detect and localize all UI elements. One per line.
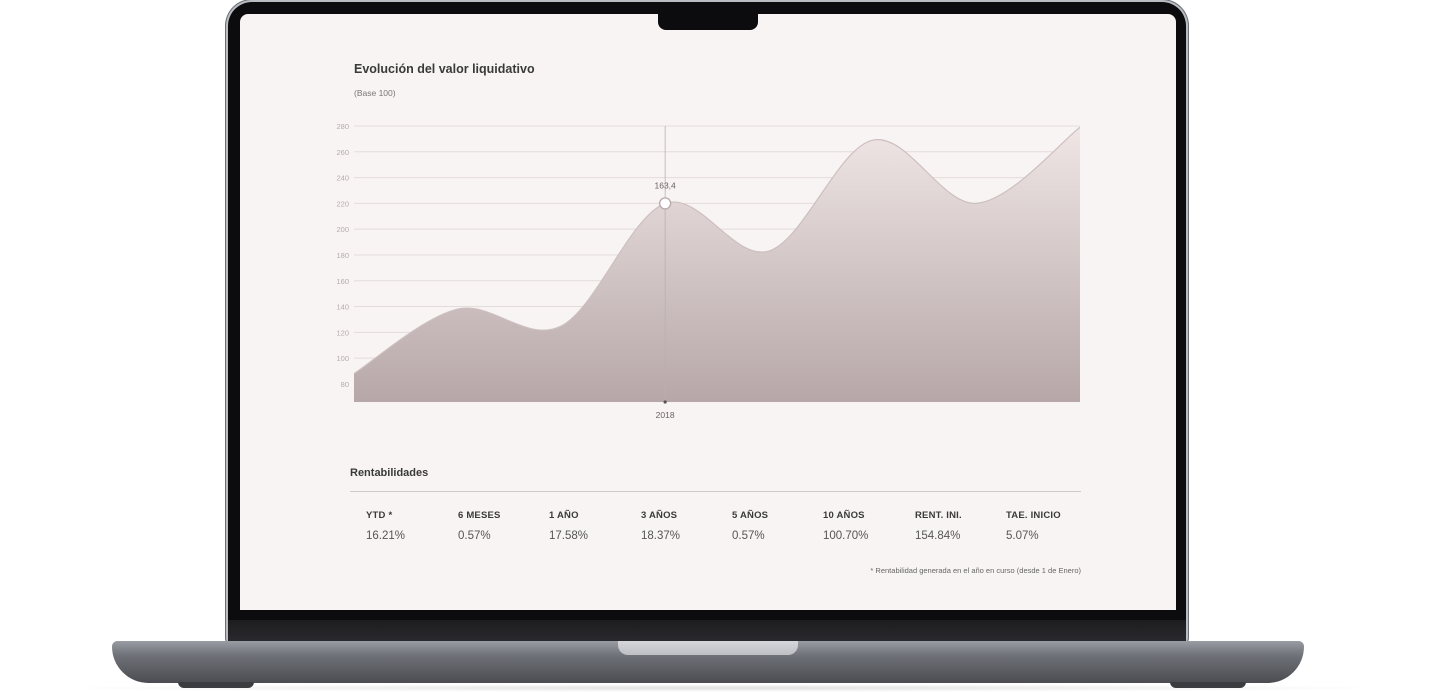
returns-label: YTD * (366, 510, 393, 521)
series-line (353, 126, 1081, 375)
returns-col-3y: 3 AÑOS 18.37% (641, 510, 731, 542)
laptop-foot-left (178, 682, 254, 688)
returns-col-tae-inicio: TAE. INICIO 5.07% (1006, 510, 1096, 542)
x-axis-marker (663, 400, 667, 404)
y-tick-label: 240 (336, 174, 349, 183)
y-tick-label: 220 (336, 199, 349, 208)
returns-label: 6 MESES (458, 510, 501, 521)
returns-label: 10 AÑOS (823, 510, 865, 521)
returns-label: TAE. INICIO (1006, 510, 1061, 521)
returns-label: 5 AÑOS (732, 510, 769, 521)
returns-title: Rentabilidades (350, 467, 429, 479)
chart-title: Evolución del valor liquidativo (354, 62, 535, 76)
chart-subtitle: (Base 100) (354, 88, 396, 98)
tooltip-value: 163,4 (655, 180, 677, 190)
laptop-hinge (228, 620, 1186, 642)
returns-value: 16.21% (366, 530, 406, 542)
y-tick-label: 260 (336, 148, 349, 157)
returns-label: RENT. INI. (915, 510, 962, 521)
returns-col-rent-ini: RENT. INI. 154.84% (915, 510, 1005, 542)
returns-col-10y: 10 AÑOS 100.70% (823, 510, 913, 542)
returns-col-1y: 1 AÑO 17.58% (549, 510, 639, 542)
returns-value: 17.58% (549, 530, 589, 542)
returns-table: YTD * 16.21% 6 MESES 0.57% 1 AÑO 17.58% … (366, 510, 1096, 550)
laptop-base-lip (618, 641, 798, 655)
x-tick-label: 2018 (656, 410, 675, 420)
y-axis-labels: 280 260 240 220 200 180 160 140 120 100 80 (336, 122, 349, 389)
returns-divider (350, 491, 1081, 492)
returns-col-5y: 5 AÑOS 0.57% (732, 510, 822, 542)
nav-evolution-chart[interactable]: 280 260 240 220 200 180 160 140 120 100 80 163,4 2… (320, 114, 1100, 444)
y-tick-label: 160 (336, 277, 349, 286)
laptop-shadow (40, 684, 1408, 692)
laptop-screen: Evolución del valor liquidativo (Base 10… (240, 14, 1176, 610)
returns-value: 18.37% (641, 530, 681, 542)
returns-col-ytd: YTD * 16.21% (366, 510, 456, 542)
y-tick-label: 140 (336, 303, 349, 312)
returns-value: 5.07% (1006, 530, 1039, 542)
laptop-foot-right (1170, 682, 1246, 688)
returns-label: 1 AÑO (549, 510, 579, 521)
y-tick-label: 200 (336, 225, 349, 234)
returns-value: 0.57% (732, 530, 765, 542)
series-area (354, 127, 1080, 402)
returns-value: 100.70% (823, 530, 869, 542)
returns-footnote: * Rentabilidad generada en el año en cur… (870, 566, 1081, 575)
returns-value: 0.57% (458, 530, 491, 542)
y-tick-label: 280 (336, 122, 349, 131)
y-tick-label: 180 (336, 251, 349, 260)
returns-col-6m: 6 MESES 0.57% (458, 510, 548, 542)
x-axis-labels: 2018 (656, 410, 675, 420)
returns-value: 154.84% (915, 530, 961, 542)
returns-label: 3 AÑOS (641, 510, 678, 521)
camera-notch (658, 12, 758, 30)
y-tick-label: 80 (341, 380, 349, 389)
tooltip-point[interactable] (658, 197, 672, 210)
y-tick-label: 100 (336, 354, 349, 363)
y-tick-label: 120 (336, 328, 349, 337)
chart-tooltip: 163,4 (655, 126, 677, 404)
